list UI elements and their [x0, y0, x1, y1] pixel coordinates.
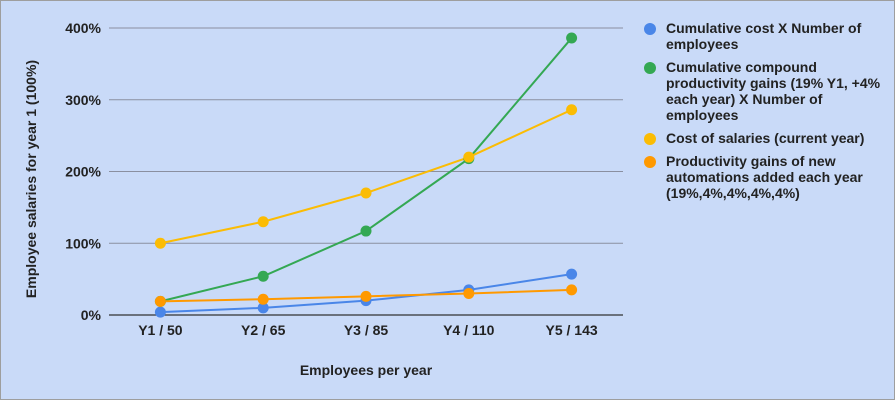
data-point	[154, 295, 166, 307]
data-point	[257, 216, 269, 228]
legend-item-cost-of-salaries: Cost of salaries (current year)	[644, 130, 889, 146]
y-tick-label: 400%	[65, 20, 101, 36]
x-tick-labels: Y1 / 50 Y2 / 65 Y3 / 85 Y4 / 110 Y5 / 143	[138, 322, 598, 338]
data-point	[154, 306, 166, 318]
series-line	[160, 37, 573, 303]
data-point	[360, 225, 372, 237]
series-lines	[160, 37, 573, 314]
legend-item-new-automations: Productivity gains of new automations ad…	[644, 153, 889, 201]
legend-marker	[644, 133, 656, 145]
y-tick-label: 200%	[65, 164, 101, 180]
data-point	[566, 284, 578, 296]
data-point	[463, 151, 475, 163]
series-points	[154, 32, 578, 318]
data-point	[360, 187, 372, 199]
y-axis-title: Employee salaries for year 1 (100%)	[23, 60, 39, 298]
x-tick-label: Y1 / 50	[138, 322, 183, 338]
legend-item-productivity-gains: Cumulative compound productivity gains (…	[644, 59, 889, 123]
legend-label: Cumulative cost X Number of employees	[666, 20, 862, 52]
data-point	[566, 104, 578, 116]
x-tick-label: Y3 / 85	[344, 322, 389, 338]
x-tick-label: Y4 / 110	[443, 322, 495, 338]
legend-marker	[644, 62, 656, 74]
series-line	[160, 108, 573, 245]
y-tick-labels: 0% 100% 200% 300% 400%	[65, 20, 101, 323]
gridlines	[109, 27, 623, 316]
data-point	[257, 270, 269, 282]
legend-label: Cumulative compound productivity gains (…	[666, 59, 881, 123]
legend: Cumulative cost X Number of employees Cu…	[644, 20, 889, 208]
x-tick-label: Y5 / 143	[546, 322, 598, 338]
legend-item-cumulative-cost: Cumulative cost X Number of employees	[644, 20, 889, 52]
legend-marker	[644, 156, 656, 168]
x-tick-label: Y2 / 65	[241, 322, 286, 338]
y-tick-label: 0%	[81, 307, 102, 323]
data-point	[360, 290, 372, 302]
legend-marker	[644, 23, 656, 35]
x-axis-title: Employees per year	[300, 362, 433, 378]
data-point	[463, 287, 475, 299]
y-tick-label: 100%	[65, 235, 101, 251]
data-point	[566, 268, 578, 280]
data-point	[154, 237, 166, 249]
data-point	[257, 302, 269, 314]
data-point	[566, 32, 578, 44]
legend-label: Cost of salaries (current year)	[666, 130, 865, 146]
data-point	[257, 293, 269, 305]
legend-label: Productivity gains of new automations ad…	[666, 153, 863, 201]
y-tick-label: 300%	[65, 92, 101, 108]
